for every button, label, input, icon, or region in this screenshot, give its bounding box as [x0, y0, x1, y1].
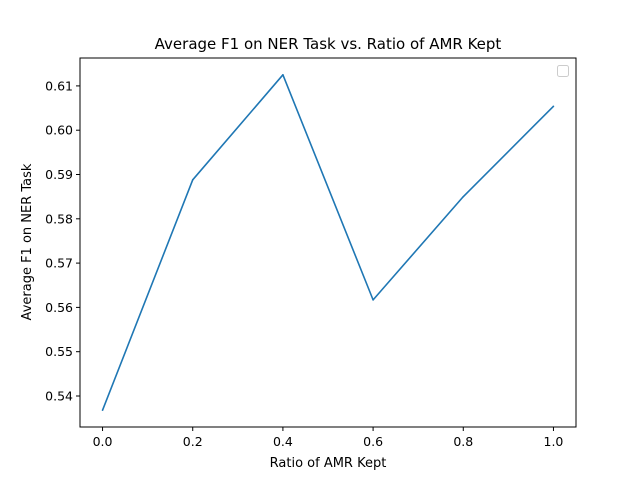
y-axis-ticks: 0.54 0.55 0.56 0.57 0.58 0.59 0.60 0.61: [45, 78, 80, 403]
y-tick-label: 0.60: [45, 123, 73, 138]
data-point: [191, 179, 194, 181]
x-tick-label: 0.8: [453, 434, 473, 449]
data-point: [282, 74, 284, 76]
y-tick-label: 0.54: [45, 388, 73, 403]
series-line: [101, 74, 555, 411]
x-tick-label: 0.4: [273, 434, 293, 449]
y-tick-label: 0.55: [45, 344, 73, 359]
y-tick-label: 0.59: [45, 167, 73, 182]
data-point: [462, 195, 465, 198]
legend-box: [557, 65, 569, 77]
axes-frame: [79, 57, 577, 428]
chart-title: Average F1 on NER Task vs. Ratio of AMR …: [155, 35, 502, 53]
x-tick-label: 0.6: [363, 434, 383, 449]
y-tick-label: 0.57: [45, 256, 73, 271]
x-tick-label: 0.0: [93, 434, 113, 449]
data-point: [101, 409, 104, 411]
series-points: [101, 74, 555, 411]
x-tick-label: 0.2: [183, 434, 203, 449]
y-tick-label: 0.56: [45, 300, 73, 315]
x-axis-label: Ratio of AMR Kept: [270, 456, 387, 471]
x-axis-ticks: 0.0 0.2 0.4 0.6 0.8 1.0: [93, 427, 564, 449]
data-point: [552, 105, 555, 108]
y-tick-label: 0.58: [45, 211, 73, 226]
data-point: [372, 299, 374, 301]
x-tick-label: 1.0: [544, 434, 564, 449]
y-tick-label: 0.61: [45, 78, 73, 93]
y-axis-label: Average F1 on NER Task: [20, 163, 35, 320]
